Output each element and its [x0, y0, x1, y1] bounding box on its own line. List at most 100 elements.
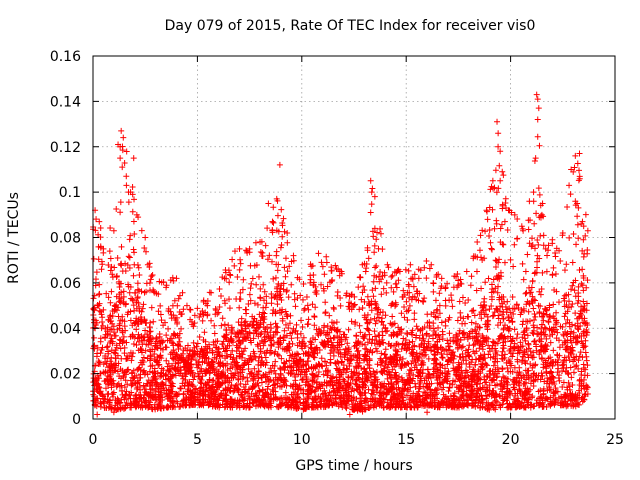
data-point: [159, 346, 166, 353]
data-point: [270, 275, 277, 282]
data-point: [300, 334, 307, 341]
data-point: [375, 245, 382, 252]
data-point: [439, 355, 446, 362]
data-point: [442, 318, 449, 325]
data-point: [377, 309, 384, 316]
data-point: [364, 326, 371, 333]
data-point: [105, 261, 112, 268]
data-point: [343, 292, 350, 299]
data-point: [486, 368, 493, 375]
data-point: [265, 376, 272, 383]
data-point: [535, 302, 542, 309]
data-point: [576, 313, 583, 320]
data-point: [531, 338, 538, 345]
data-point: [211, 322, 218, 329]
data-point: [130, 246, 137, 253]
data-point: [490, 312, 497, 319]
data-point: [398, 310, 405, 317]
data-point: [322, 299, 329, 306]
data-point: [268, 325, 275, 332]
data-point: [278, 206, 285, 213]
data-point: [552, 270, 559, 277]
data-point: [413, 323, 420, 330]
data-point: [279, 315, 286, 322]
data-point: [130, 375, 137, 382]
data-point: [128, 357, 135, 364]
data-point: [153, 334, 160, 341]
data-point: [531, 158, 538, 165]
data-point: [226, 279, 233, 286]
data-point: [322, 358, 329, 365]
data-point: [280, 334, 287, 341]
data-point: [229, 256, 236, 263]
data-point: [493, 217, 500, 224]
data-point: [150, 374, 157, 381]
data-point: [139, 341, 146, 348]
data-point: [488, 246, 495, 253]
data-point: [478, 309, 485, 316]
data-point: [155, 362, 162, 369]
data-point: [399, 355, 406, 362]
data-point: [291, 290, 298, 297]
data-point: [435, 324, 442, 331]
data-point: [525, 341, 532, 348]
data-point: [330, 352, 337, 359]
data-point: [327, 350, 334, 357]
data-point: [531, 245, 538, 252]
data-point: [467, 282, 474, 289]
data-point: [525, 308, 532, 315]
data-point: [247, 370, 254, 377]
data-point: [129, 208, 136, 215]
data-point: [374, 229, 381, 236]
data-point: [125, 199, 132, 206]
data-point: [270, 219, 277, 226]
data-point: [576, 266, 583, 273]
data-point: [509, 353, 516, 360]
data-point: [528, 284, 535, 291]
data-point: [382, 312, 389, 319]
data-point: [576, 167, 583, 174]
data-point: [234, 273, 241, 280]
data-point: [554, 329, 561, 336]
data-point: [274, 267, 281, 274]
data-point: [423, 257, 430, 264]
data-point: [398, 345, 405, 352]
data-point: [146, 323, 153, 330]
data-point: [300, 281, 307, 288]
data-point: [502, 200, 509, 207]
data-point: [409, 276, 416, 283]
data-point: [446, 384, 453, 391]
data-point: [444, 337, 451, 344]
data-point: [260, 342, 267, 349]
data-point: [319, 263, 326, 270]
data-point: [564, 204, 571, 211]
data-point: [260, 304, 267, 311]
data-point: [570, 231, 577, 238]
data-point: [575, 357, 582, 364]
data-point: [98, 266, 105, 273]
data-point: [563, 261, 570, 268]
data-point: [525, 226, 532, 233]
data-point: [119, 268, 126, 275]
data-point: [216, 303, 223, 310]
data-point: [412, 359, 419, 366]
data-point: [457, 337, 464, 344]
data-point: [297, 330, 304, 337]
data-point: [257, 294, 264, 301]
data-point: [102, 385, 109, 392]
data-point: [578, 280, 585, 287]
data-point: [107, 267, 114, 274]
data-point: [135, 264, 142, 271]
data-point: [93, 269, 100, 276]
data-point: [561, 313, 568, 320]
data-point: [534, 330, 541, 337]
data-point: [141, 386, 148, 393]
data-point: [262, 325, 269, 332]
data-point: [257, 285, 264, 292]
data-point: [500, 241, 507, 248]
data-point: [476, 385, 483, 392]
data-point: [345, 326, 352, 333]
data-point: [214, 310, 221, 317]
data-point: [138, 308, 145, 315]
data-point: [121, 344, 128, 351]
